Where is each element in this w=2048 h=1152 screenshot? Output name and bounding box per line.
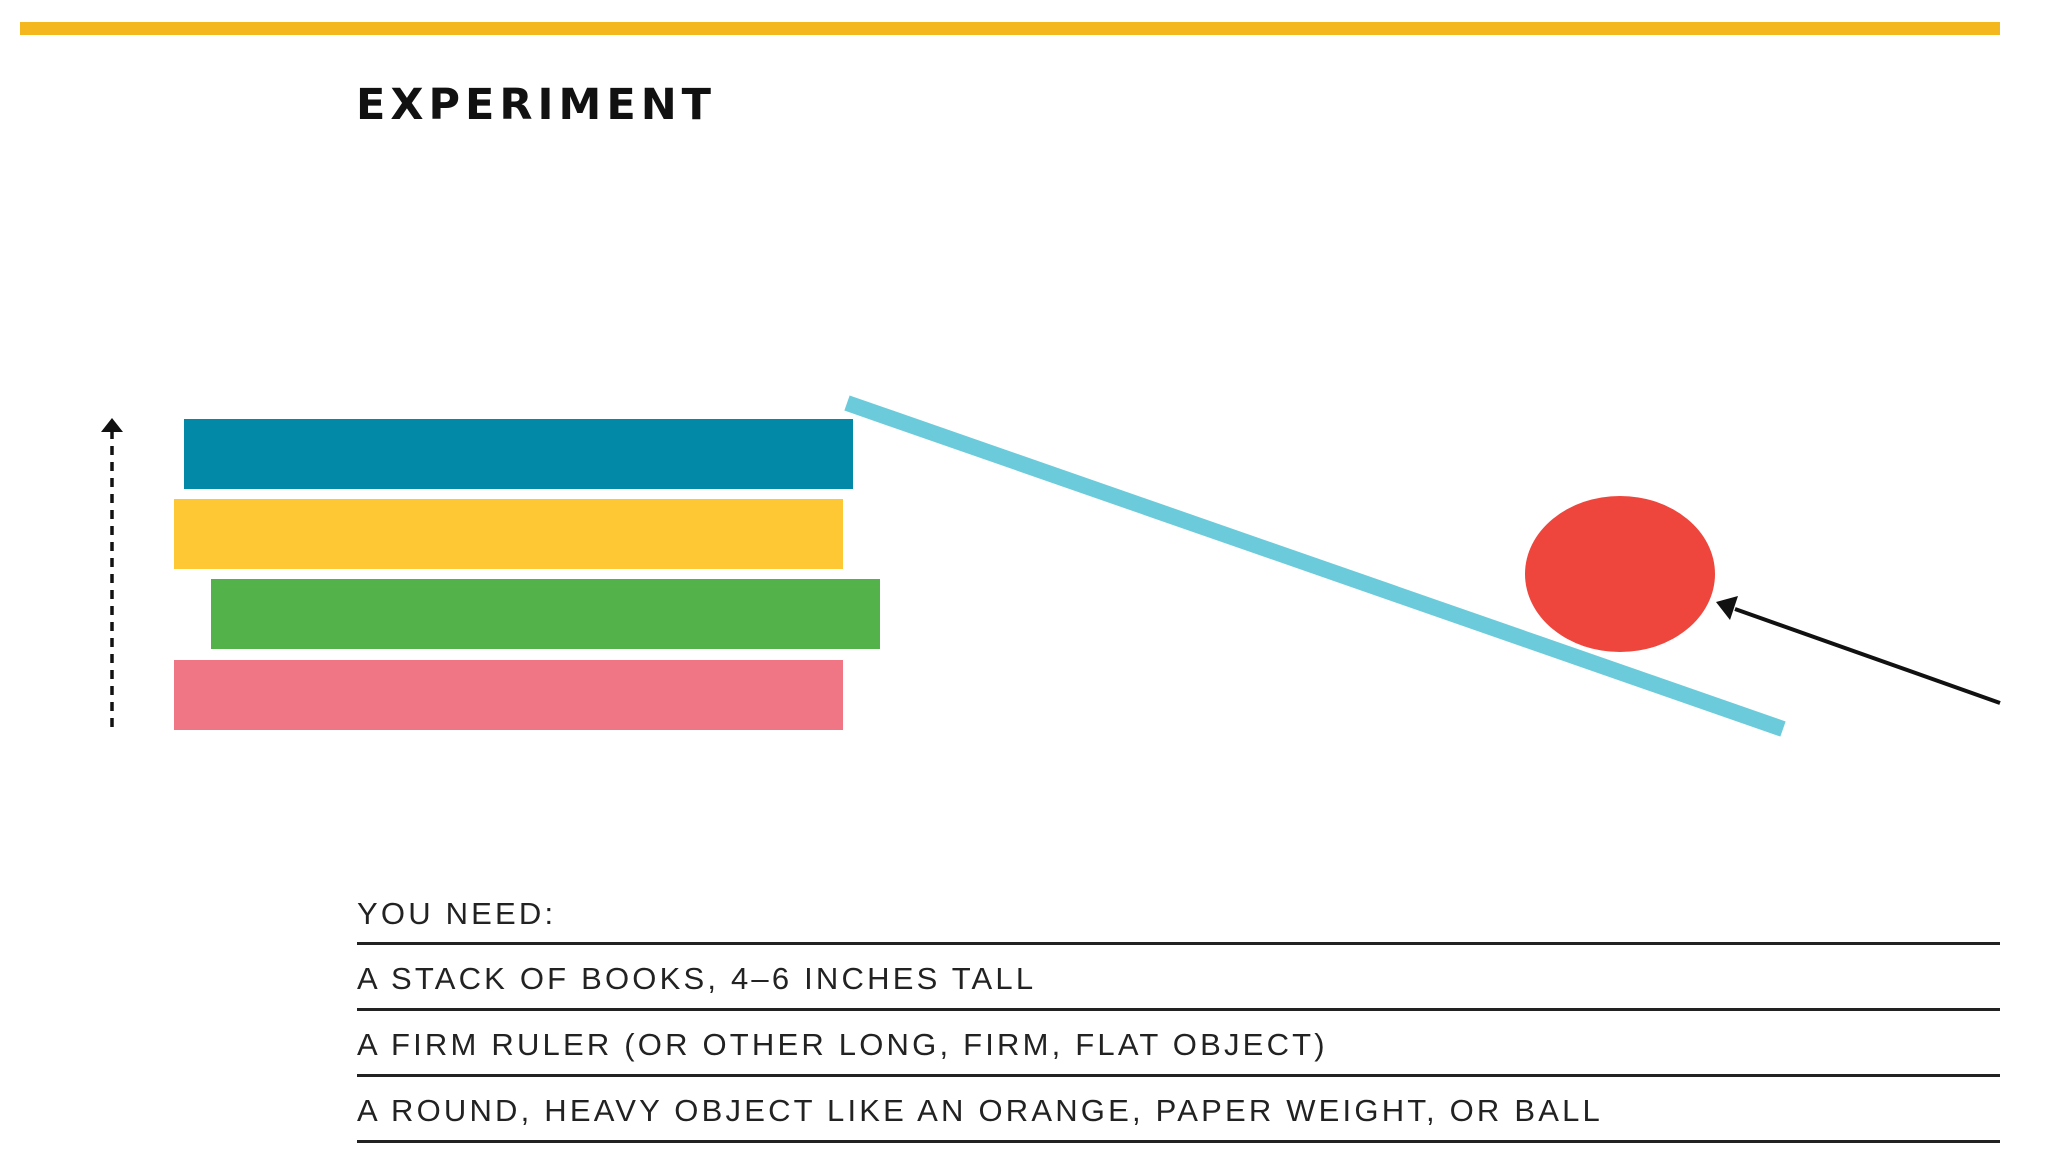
ball	[1525, 496, 1715, 652]
top-accent-bar	[20, 22, 2000, 35]
you-need-list: YOU NEED: A STACK OF BOOKS, 4–6 INCHES T…	[357, 880, 2000, 1143]
book-top-teal	[184, 419, 853, 489]
book-green	[211, 579, 880, 649]
height-arrow-icon	[101, 418, 123, 727]
ball-pointer-arrow-icon	[1716, 596, 2001, 705]
list-item: A STACK OF BOOKS, 4–6 INCHES TALL	[357, 945, 2000, 1011]
page-title: EXPERIMENT	[356, 80, 717, 130]
list-item: A ROUND, HEAVY OBJECT LIKE AN ORANGE, PA…	[357, 1077, 2000, 1143]
you-need-heading: YOU NEED:	[357, 880, 2000, 945]
book-yellow	[174, 499, 843, 569]
book-bottom-pink	[174, 660, 843, 730]
ruler-ramp	[844, 395, 1786, 737]
list-item: A FIRM RULER (OR OTHER LONG, FIRM, FLAT …	[357, 1011, 2000, 1077]
